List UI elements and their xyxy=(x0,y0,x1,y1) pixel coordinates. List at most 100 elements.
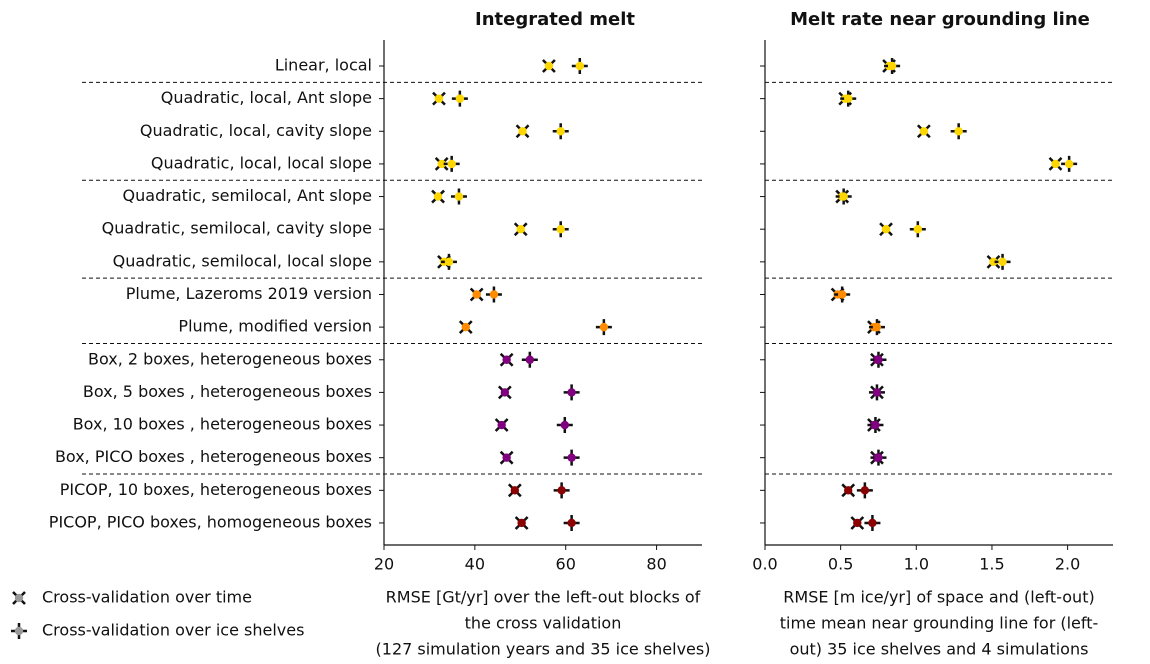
x-tick-label: 1.5 xyxy=(979,555,1004,574)
category-label: Box, PICO boxes , heterogeneous boxes xyxy=(55,447,372,466)
x-tick-label: 20 xyxy=(374,555,394,574)
x-axis-label: RMSE [m ice/yr] of space and (left-out) xyxy=(783,588,1094,607)
x-axis-label: out) 35 ice shelves and 4 simulations xyxy=(790,640,1089,659)
marker-dot xyxy=(434,94,444,103)
marker-dot xyxy=(502,453,511,462)
x-tick-label: 0.0 xyxy=(752,555,777,574)
category-label: Plume, Lazeroms 2019 version xyxy=(126,284,372,303)
data-point xyxy=(552,221,569,238)
marker-dot xyxy=(919,127,929,136)
x-tick-label: 0.5 xyxy=(828,555,853,574)
x-tick-label: 80 xyxy=(646,555,666,574)
x-axis-label: RMSE [Gt/yr] over the left-out blocks of xyxy=(386,588,701,607)
data-point xyxy=(563,449,580,466)
data-point xyxy=(514,516,529,530)
category-label: Box, 5 boxes , heterogeneous boxes xyxy=(83,382,372,401)
data-point xyxy=(515,124,530,139)
data-point xyxy=(556,417,573,434)
data-point xyxy=(1061,155,1078,172)
category-label: PICOP, PICO boxes, homogeneous boxes xyxy=(49,512,372,531)
data-point xyxy=(542,59,556,73)
panel-title: Melt rate near grounding line xyxy=(790,9,1090,30)
marker-dot xyxy=(874,453,883,462)
data-point xyxy=(879,222,893,237)
marker-dot xyxy=(913,225,923,234)
data-point xyxy=(432,91,446,106)
marker-dot xyxy=(518,127,527,136)
marker-dot xyxy=(868,518,877,528)
data-point xyxy=(552,123,569,140)
x-tick-label: 2.0 xyxy=(1055,555,1080,574)
marker-dot xyxy=(567,388,576,397)
data-point xyxy=(431,189,445,204)
category-label: Quadratic, local, Ant slope xyxy=(161,88,372,107)
marker-dot xyxy=(1051,159,1060,169)
legend-marker xyxy=(11,623,27,639)
data-point xyxy=(469,287,484,302)
marker-dot xyxy=(839,192,848,201)
data-point xyxy=(440,253,457,270)
data-point xyxy=(850,516,865,530)
data-point xyxy=(870,351,887,368)
marker-dot xyxy=(567,453,576,462)
data-point xyxy=(595,319,612,336)
marker-dot xyxy=(560,420,570,430)
marker-dot xyxy=(599,322,609,332)
marker-dot xyxy=(489,290,499,299)
x-axis-label: time mean near grounding line for (left- xyxy=(780,614,1099,633)
legend-label: Cross-validation over time xyxy=(42,588,252,607)
x-axis-label: the cross validation xyxy=(465,614,622,633)
marker-dot xyxy=(556,225,565,234)
data-point xyxy=(485,286,502,303)
marker-dot xyxy=(887,61,897,71)
marker-dot xyxy=(837,290,847,299)
data-point xyxy=(563,384,580,401)
marker-dot xyxy=(525,355,535,364)
category-label: Quadratic, semilocal, Ant slope xyxy=(123,186,372,205)
category-label: Quadratic, semilocal, cavity slope xyxy=(102,219,372,238)
legend-marker xyxy=(12,591,26,605)
marker-dot xyxy=(517,518,526,528)
x-tick-label: 40 xyxy=(465,555,485,574)
data-point xyxy=(840,90,857,107)
data-point xyxy=(909,221,926,238)
marker-dot xyxy=(444,257,454,267)
data-point xyxy=(986,254,1001,269)
marker-dot xyxy=(502,355,511,364)
data-point xyxy=(497,385,512,400)
x-tick-label: 60 xyxy=(556,555,576,574)
marker-dot xyxy=(544,61,554,71)
marker-dot xyxy=(881,225,891,234)
marker-dot xyxy=(472,290,481,299)
marker-dot xyxy=(455,94,465,103)
category-label: Quadratic, local, local slope xyxy=(151,153,372,172)
marker-dot xyxy=(872,388,882,397)
data-point xyxy=(458,320,473,335)
marker-dot xyxy=(454,192,464,201)
marker-dot xyxy=(14,593,24,603)
data-point xyxy=(835,188,852,205)
data-point xyxy=(1048,157,1063,171)
data-point xyxy=(864,514,881,531)
category-label: Quadratic, semilocal, local slope xyxy=(113,251,372,270)
marker-dot xyxy=(500,388,510,397)
data-point xyxy=(450,188,467,205)
data-point xyxy=(994,253,1011,270)
category-label: PICOP, 10 boxes, heterogeneous boxes xyxy=(60,480,372,499)
category-label: Quadratic, local, cavity slope xyxy=(140,121,372,140)
data-point xyxy=(834,286,851,303)
marker-dot xyxy=(461,322,470,332)
category-label: Box, 10 boxes , heterogeneous boxes xyxy=(73,415,372,434)
category-label: Plume, modified version xyxy=(178,317,372,336)
data-point xyxy=(841,483,856,498)
data-point xyxy=(571,58,588,74)
data-point xyxy=(856,482,873,499)
data-point xyxy=(563,514,580,531)
marker-dot xyxy=(567,518,576,528)
data-point xyxy=(451,90,468,107)
x-axis-label: (127 simulation years and 35 ice shelves… xyxy=(376,640,711,659)
data-point xyxy=(507,483,522,498)
marker-dot xyxy=(844,94,853,103)
marker-dot xyxy=(872,322,882,332)
